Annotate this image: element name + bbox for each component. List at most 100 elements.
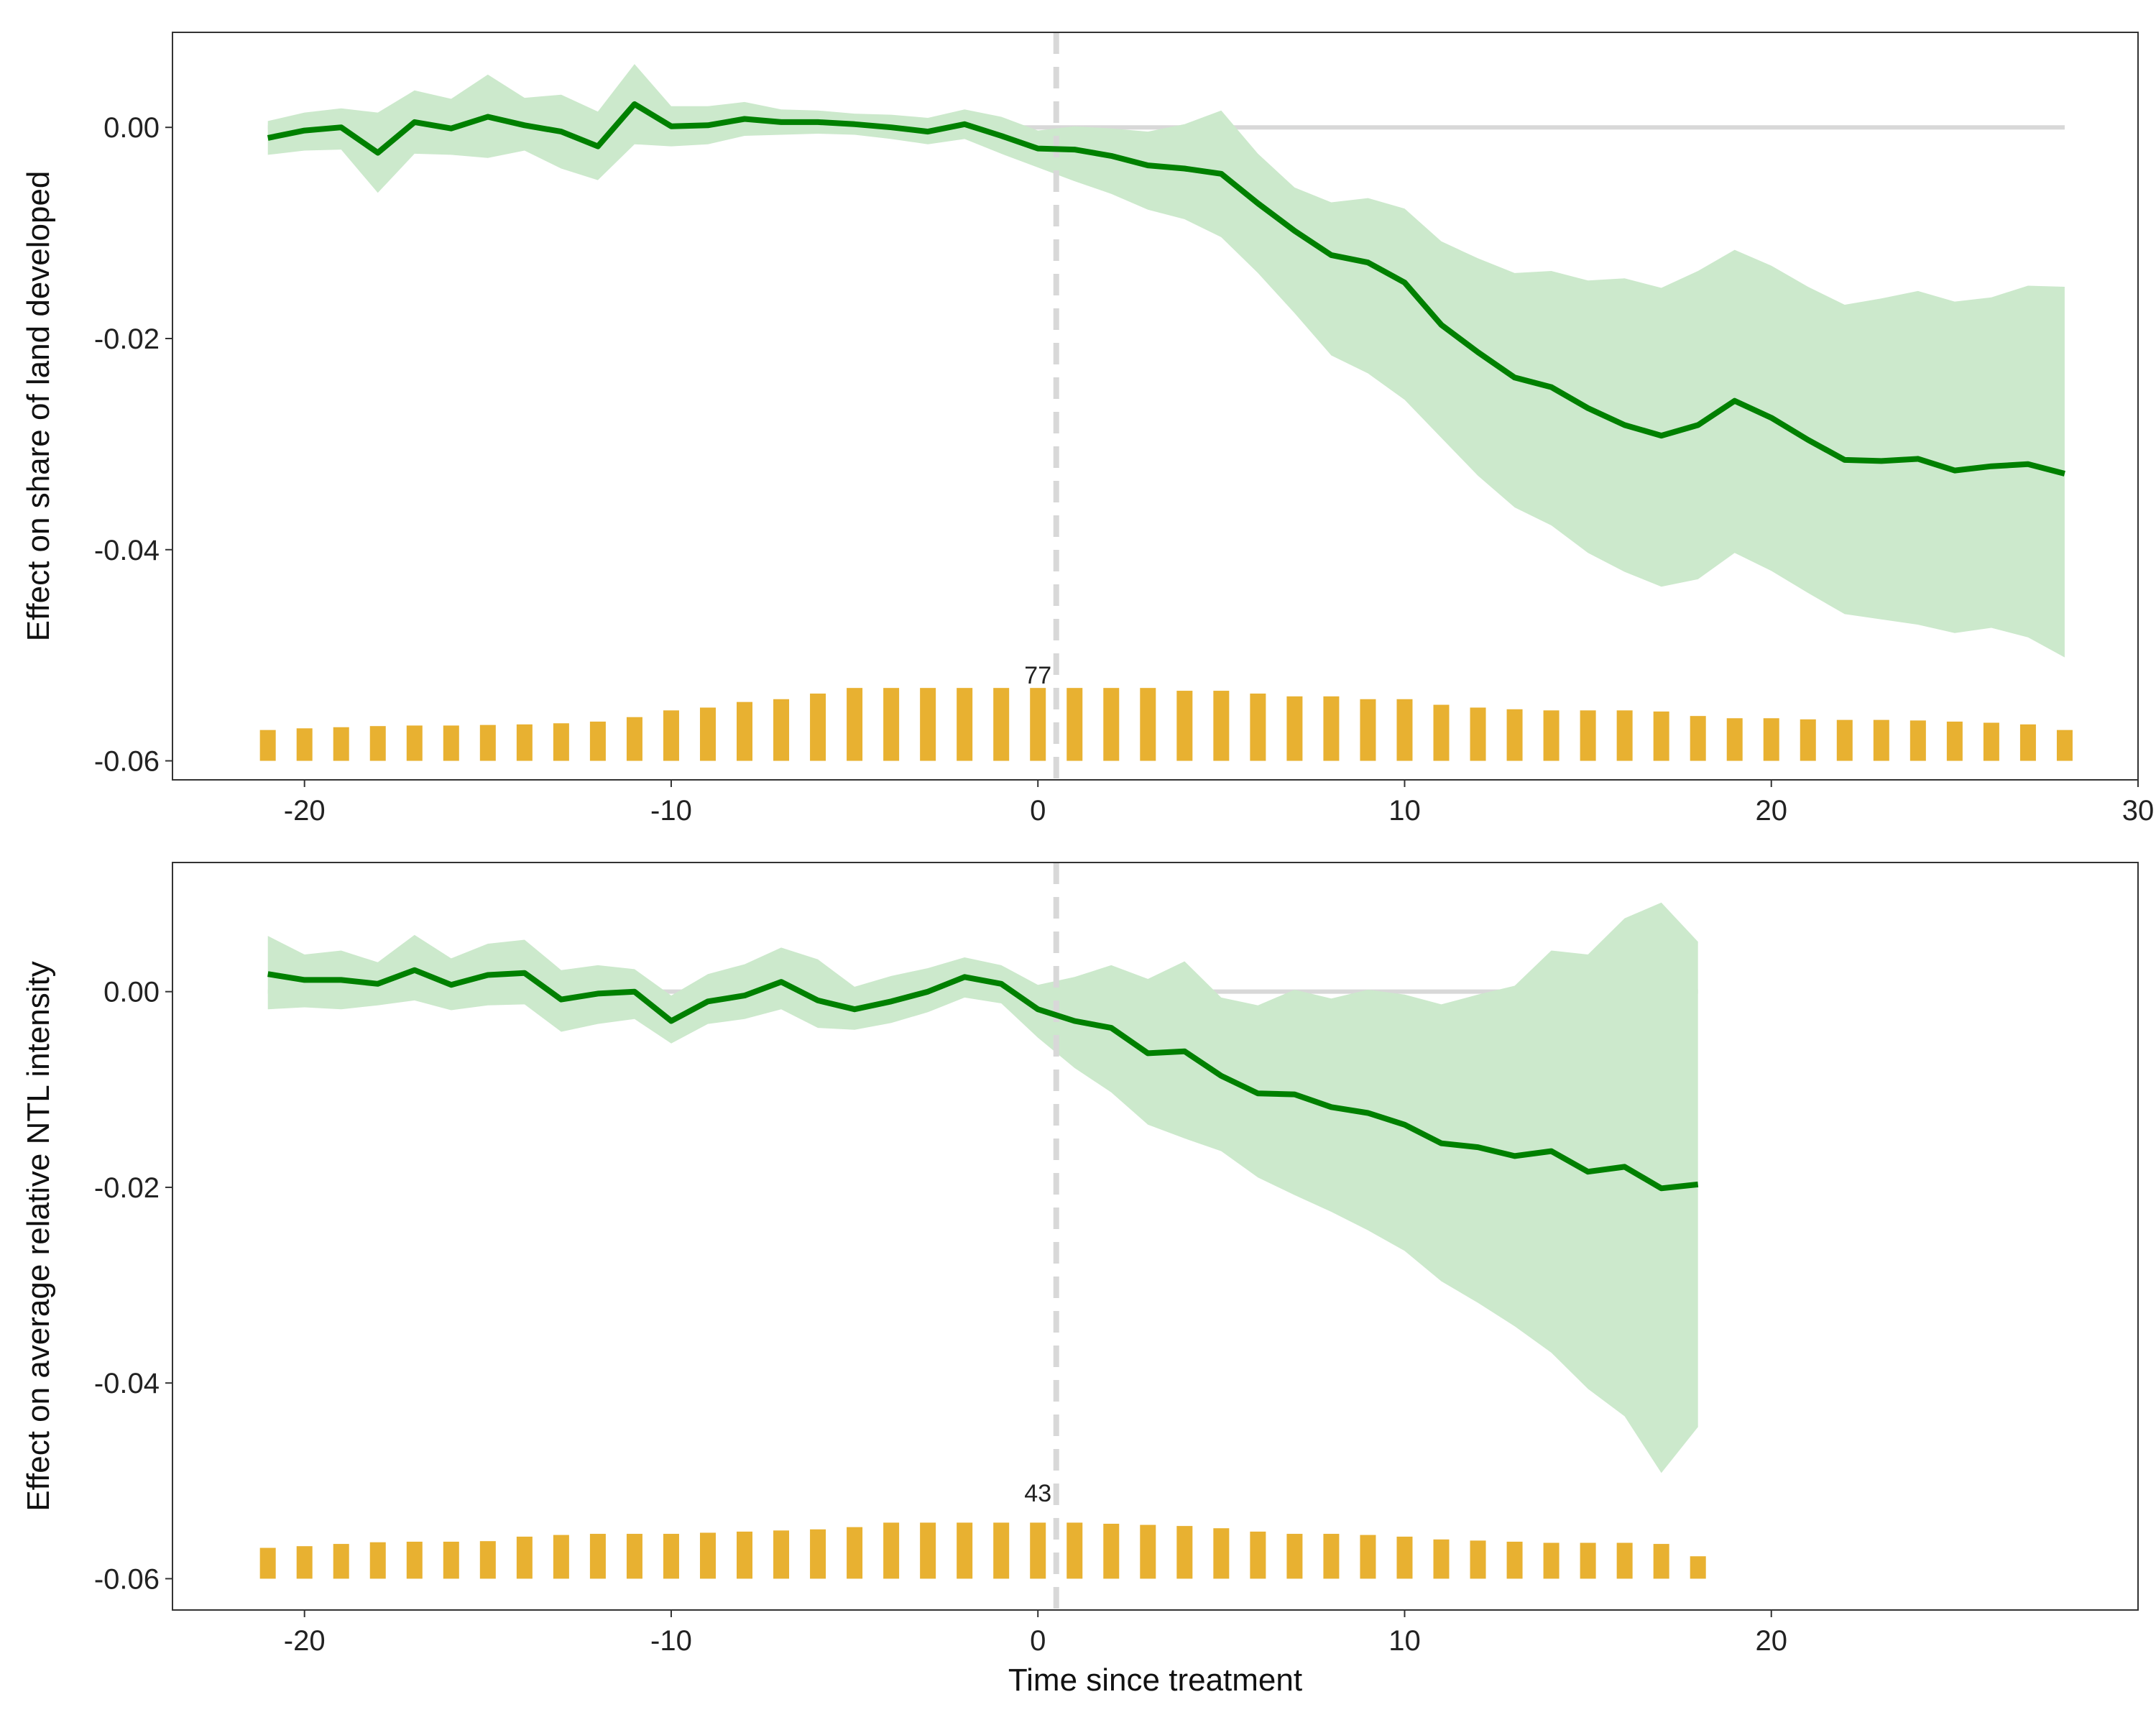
count-bar [737,702,753,761]
count-bar [333,1544,349,1579]
x-tick-label: 0 [1030,795,1046,827]
count-bar [993,1522,1010,1579]
top-panel: 77 0.00 -0.02 -0.04 -0.06 -20 -10 0 10 20 30 Effect… [21,32,2154,827]
y-tick-label: 0.00 [103,977,160,1008]
count-bar [773,699,790,761]
count-bar [1946,721,1963,761]
count-bar [553,1535,569,1579]
count-bar [957,688,973,761]
count-bar [1690,716,1706,761]
count-bar [1433,1539,1450,1579]
count-bar [1103,1523,1120,1579]
count-bar [1580,710,1596,761]
count-bar [737,1531,753,1579]
count-bar [1616,1542,1633,1579]
count-bar [920,1522,936,1579]
count-bar [810,693,826,761]
count-bar [1470,707,1486,761]
count-bar [296,1546,313,1579]
count-bar [810,1529,826,1579]
x-tick-label: -10 [650,795,692,827]
count-bar [1323,1534,1340,1579]
count-bar [993,688,1010,761]
count-bar [1140,1524,1156,1579]
count-bar [847,1527,863,1579]
count-bar [443,1541,459,1579]
count-bar [1030,1522,1046,1579]
count-bar [1286,696,1303,761]
count-bar [1543,710,1560,761]
count-bar [847,688,863,761]
confidence-band [267,64,2065,658]
count-bar [1396,1536,1413,1579]
x-tick-label: -10 [650,1625,692,1657]
y-tick-label: -0.04 [94,1368,160,1399]
count-label: 43 [1024,1480,1051,1507]
count-bar [369,726,386,761]
count-bar [259,730,276,761]
count-bar [1103,688,1120,761]
y-tick-label: -0.04 [94,535,160,566]
count-bar [773,1530,790,1579]
count-bar [1873,719,1889,761]
count-bar [406,1541,423,1579]
count-bar [2056,730,2073,761]
count-bar [1213,1528,1230,1579]
count-bar [479,724,496,761]
count-bar [626,717,642,761]
count-bar [920,688,936,761]
x-tick-label: -20 [284,795,326,827]
count-bar [1250,693,1266,761]
x-tick-label: 10 [1388,795,1421,827]
count-bar [2019,724,2036,761]
count-bar [1433,704,1450,761]
count-bar [1067,688,1083,761]
count-bar [1213,691,1230,761]
x-tick-label: 20 [1755,1625,1787,1657]
count-bar [296,728,313,761]
count-bar [1690,1556,1706,1579]
count-bar [443,725,459,761]
count-bar [1800,719,1816,761]
count-bar [1506,709,1523,761]
x-tick-label: 20 [1755,795,1787,827]
count-bar [259,1547,276,1579]
count-bar [1909,720,1926,761]
y-tick-label: -0.06 [94,746,160,778]
y-axis-title: Effect on share of land developed [21,171,56,642]
count-bar [1763,718,1779,761]
count-bar [883,688,900,761]
count-bar [1653,711,1669,761]
estimate-line [267,101,2065,477]
count-bar [1506,1541,1523,1579]
y-tick-label: -0.06 [94,1563,160,1595]
count-bar [589,1534,606,1579]
count-bar [883,1522,900,1579]
count-bar [1323,696,1340,761]
count-bar [1470,1540,1486,1579]
count-bar [1360,699,1376,761]
count-bar [1140,688,1156,761]
confidence-band [267,902,1698,1473]
count-bar [1286,1534,1303,1579]
x-tick-label: 0 [1030,1625,1046,1657]
count-bar [406,725,423,761]
count-bar [699,707,716,761]
estimate-line [267,967,1699,1192]
count-bar [1983,722,1999,761]
panel-border [172,862,2139,1611]
y-tick-label: 0.00 [103,112,160,144]
count-label: 77 [1024,662,1051,689]
count-bar [1176,1526,1193,1579]
count-bar [1836,719,1853,761]
y-tick-label: -0.02 [94,323,160,355]
x-tick-label: 30 [2122,795,2155,827]
count-bar [1726,718,1743,761]
count-bar [1396,699,1413,761]
count-bar [589,721,606,761]
count-bar [957,1522,973,1579]
count-bar [626,1534,642,1579]
count-bar [1360,1535,1376,1579]
count-bar [479,1541,496,1579]
